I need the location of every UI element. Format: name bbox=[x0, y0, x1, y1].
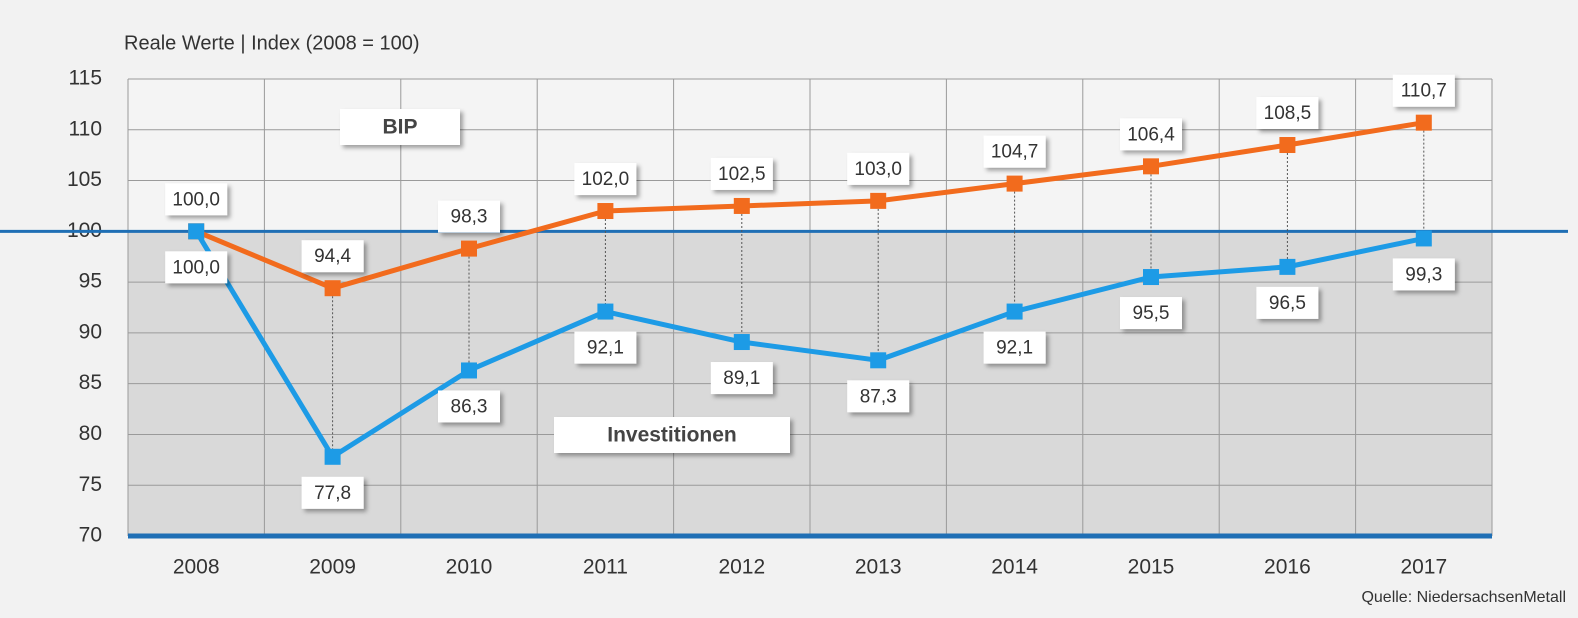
data-label: 99,3 bbox=[1405, 264, 1442, 285]
data-label: 92,1 bbox=[587, 338, 624, 359]
data-label-box bbox=[1256, 97, 1319, 130]
marker bbox=[461, 240, 477, 257]
data-label: 104,7 bbox=[991, 142, 1039, 163]
data-label: 87,3 bbox=[860, 386, 897, 407]
data-label: 89,1 bbox=[723, 368, 760, 389]
data-label-box bbox=[710, 157, 773, 190]
legend-box bbox=[340, 109, 460, 145]
data-label-box bbox=[574, 163, 637, 196]
data-label-box bbox=[1392, 74, 1455, 107]
data-label-box bbox=[574, 331, 637, 364]
data-label-box bbox=[847, 152, 910, 185]
marker bbox=[1279, 137, 1296, 154]
x-tick-label: 2013 bbox=[855, 556, 902, 579]
marker bbox=[733, 334, 750, 351]
data-label: 86,3 bbox=[451, 396, 488, 417]
y-tick-label: 115 bbox=[69, 67, 102, 90]
y-tick-label: 90 bbox=[79, 320, 102, 343]
data-label: 92,1 bbox=[996, 338, 1033, 359]
data-label: 110,7 bbox=[1401, 81, 1447, 102]
data-label-box bbox=[301, 240, 364, 273]
data-label: 102,5 bbox=[718, 164, 766, 185]
marker bbox=[1006, 175, 1023, 192]
data-label-box bbox=[710, 362, 773, 395]
legend-box bbox=[554, 417, 790, 453]
x-tick-label: 2009 bbox=[309, 556, 356, 579]
data-label-box bbox=[438, 390, 500, 423]
marker bbox=[1143, 269, 1159, 286]
data-label: 77,8 bbox=[314, 483, 351, 504]
marker bbox=[870, 352, 887, 369]
source: Quelle: NiedersachsenMetall bbox=[1361, 589, 1566, 606]
y-tick-label: 85 bbox=[79, 371, 102, 394]
x-tick-label: 2015 bbox=[1128, 556, 1175, 579]
y-tick-label: 80 bbox=[79, 422, 102, 445]
marker bbox=[188, 223, 205, 240]
data-label-box bbox=[165, 183, 228, 216]
chart-subtitle: Reale Werte | Index (2008 = 100) bbox=[124, 32, 420, 54]
data-label-box bbox=[1120, 118, 1182, 151]
marker bbox=[1143, 158, 1159, 175]
marker bbox=[597, 303, 614, 320]
x-tick-label: 2011 bbox=[583, 556, 628, 579]
data-label-box bbox=[165, 251, 228, 284]
marker bbox=[1415, 230, 1432, 247]
data-label-box bbox=[1120, 297, 1182, 330]
data-label: 100,0 bbox=[172, 189, 220, 210]
y-tick-label: 75 bbox=[79, 473, 102, 496]
data-label-box bbox=[983, 331, 1046, 364]
data-label: 95,5 bbox=[1133, 303, 1170, 324]
y-tick-label: 70 bbox=[79, 524, 102, 547]
data-label-box bbox=[983, 135, 1046, 168]
marker bbox=[1415, 114, 1432, 131]
data-label: 94,4 bbox=[314, 246, 351, 267]
legend-label: BIP bbox=[382, 116, 417, 139]
marker bbox=[324, 448, 341, 465]
marker bbox=[597, 203, 614, 220]
y-tick-label: 110 bbox=[69, 117, 102, 140]
data-label: 108,5 bbox=[1264, 103, 1312, 124]
y-tick-label: 105 bbox=[67, 168, 102, 191]
line bbox=[195, 120, 1425, 291]
data-label-box bbox=[1392, 258, 1455, 291]
data-label-box bbox=[1256, 286, 1319, 319]
marker bbox=[1279, 258, 1296, 275]
marker bbox=[733, 197, 750, 214]
data-label: 106,4 bbox=[1127, 124, 1175, 145]
data-label: 98,3 bbox=[451, 207, 488, 228]
data-label: 103,0 bbox=[854, 159, 902, 180]
data-label-box bbox=[438, 200, 500, 233]
y-tick-label: 95 bbox=[79, 270, 102, 293]
data-label: 96,5 bbox=[1269, 293, 1306, 314]
x-tick-label: 2008 bbox=[173, 556, 220, 579]
data-label-box bbox=[301, 476, 364, 509]
marker bbox=[461, 362, 477, 379]
x-tick-label: 2017 bbox=[1400, 556, 1447, 579]
data-label: 100,0 bbox=[172, 257, 220, 278]
marker bbox=[1006, 303, 1023, 320]
x-tick-label: 2014 bbox=[991, 556, 1038, 579]
line bbox=[194, 230, 1425, 460]
marker bbox=[324, 280, 341, 297]
legend-label: Investitionen bbox=[607, 424, 737, 447]
x-tick-label: 2010 bbox=[446, 556, 493, 579]
x-tick-label: 2012 bbox=[718, 556, 765, 579]
data-label-box bbox=[847, 380, 910, 413]
data-label: 102,0 bbox=[582, 169, 630, 190]
x-tick-label: 2016 bbox=[1264, 556, 1311, 579]
marker bbox=[870, 192, 887, 209]
